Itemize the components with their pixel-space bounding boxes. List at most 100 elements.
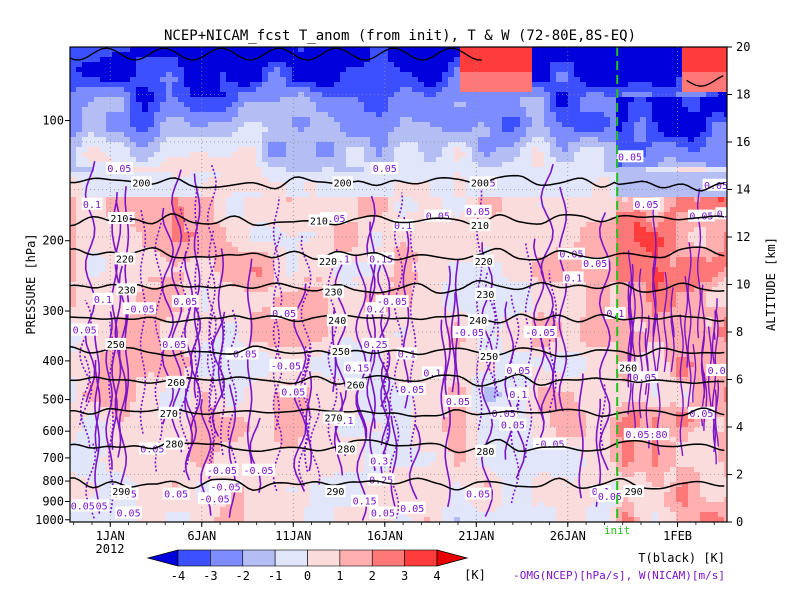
anomaly-cell [202, 152, 209, 158]
anomaly-cell [304, 417, 311, 423]
anomaly-cell [352, 212, 359, 218]
anomaly-cell [310, 377, 317, 383]
anomaly-cell [136, 72, 143, 78]
anomaly-cell [148, 207, 155, 213]
anomaly-cell [100, 352, 107, 358]
anomaly-cell [94, 307, 101, 313]
anomaly-cell [172, 257, 179, 263]
anomaly-cell [226, 147, 233, 153]
anomaly-cell [250, 512, 257, 518]
anomaly-cell [136, 197, 143, 203]
anomaly-cell [214, 77, 221, 83]
anomaly-cell [340, 272, 347, 278]
anomaly-cell [118, 497, 125, 503]
anomaly-cell [190, 357, 197, 363]
anomaly-cell [88, 307, 95, 313]
anomaly-cell [154, 152, 161, 158]
anomaly-cell [304, 152, 311, 158]
anomaly-cell [292, 407, 299, 413]
anomaly-cell [214, 437, 221, 443]
anomaly-cell [268, 117, 275, 123]
anomaly-cell [376, 117, 383, 123]
anomaly-cell [166, 92, 173, 98]
anomaly-cell [280, 52, 287, 58]
anomaly-cell [298, 87, 305, 93]
anomaly-cell [172, 152, 179, 158]
anomaly-cell [322, 347, 329, 353]
anomaly-cell [268, 152, 275, 158]
anomaly-cell [286, 277, 293, 283]
anomaly-cell [226, 152, 233, 158]
anomaly-cell [382, 132, 389, 138]
anomaly-cell [292, 472, 299, 478]
anomaly-cell [370, 487, 377, 493]
anomaly-cell [286, 122, 293, 128]
anomaly-cell [328, 302, 335, 308]
anomaly-cell [184, 117, 191, 123]
anomaly-cell [322, 182, 329, 188]
anomaly-cell [268, 322, 275, 328]
anomaly-cell [82, 457, 89, 463]
anomaly-cell [238, 437, 245, 443]
anomaly-cell [322, 207, 329, 213]
anomaly-cell [238, 457, 245, 463]
anomaly-cell [148, 112, 155, 118]
anomaly-cell [172, 477, 179, 483]
anomaly-cell [178, 142, 185, 148]
anomaly-cell [280, 47, 287, 53]
anomaly-cell [352, 372, 359, 378]
anomaly-cell [310, 157, 317, 163]
anomaly-cell [208, 147, 215, 153]
anomaly-cell [190, 172, 197, 178]
anomaly-cell [70, 67, 77, 73]
anomaly-cell [370, 207, 377, 213]
anomaly-cell [256, 197, 263, 203]
anomaly-cell [262, 477, 269, 483]
anomaly-cell [208, 77, 215, 83]
anomaly-cell [274, 262, 281, 268]
anomaly-cell [226, 397, 233, 403]
anomaly-cell [154, 112, 161, 118]
anomaly-cell [226, 387, 233, 393]
anomaly-cell [160, 322, 167, 328]
anomaly-cell [208, 67, 215, 73]
anomaly-cell [238, 112, 245, 118]
anomaly-cell [364, 517, 371, 522]
anomaly-cell [334, 302, 341, 308]
anomaly-cell [244, 302, 251, 308]
anomaly-cell [172, 57, 179, 63]
anomaly-cell [250, 252, 257, 258]
anomaly-cell [298, 437, 305, 443]
anomaly-cell [196, 312, 203, 318]
anomaly-cell [226, 297, 233, 303]
anomaly-cell [280, 242, 287, 248]
anomaly-cell [130, 347, 137, 353]
anomaly-cell [100, 112, 107, 118]
anomaly-cell [112, 457, 119, 463]
anomaly-cell [154, 322, 161, 328]
anomaly-cell [82, 467, 89, 473]
anomaly-cell [118, 232, 125, 238]
anomaly-cell [130, 327, 137, 333]
anomaly-cell [232, 207, 239, 213]
anomaly-cell [136, 337, 143, 343]
anomaly-cell [124, 142, 131, 148]
anomaly-cell [340, 362, 347, 368]
anomaly-cell [94, 287, 101, 293]
anomaly-cell [334, 497, 341, 503]
anomaly-cell [304, 312, 311, 318]
anomaly-cell [106, 247, 113, 253]
anomaly-cell [358, 232, 365, 238]
anomaly-cell [280, 287, 287, 293]
anomaly-cell [328, 57, 335, 63]
anomaly-cell [238, 427, 245, 433]
anomaly-cell [124, 52, 131, 58]
anomaly-cell [232, 167, 239, 173]
anomaly-cell [268, 487, 275, 493]
anomaly-cell [190, 367, 197, 373]
anomaly-cell [190, 232, 197, 238]
anomaly-cell [280, 62, 287, 68]
anomaly-cell [154, 467, 161, 473]
anomaly-cell [250, 152, 257, 158]
anomaly-cell [154, 397, 161, 403]
